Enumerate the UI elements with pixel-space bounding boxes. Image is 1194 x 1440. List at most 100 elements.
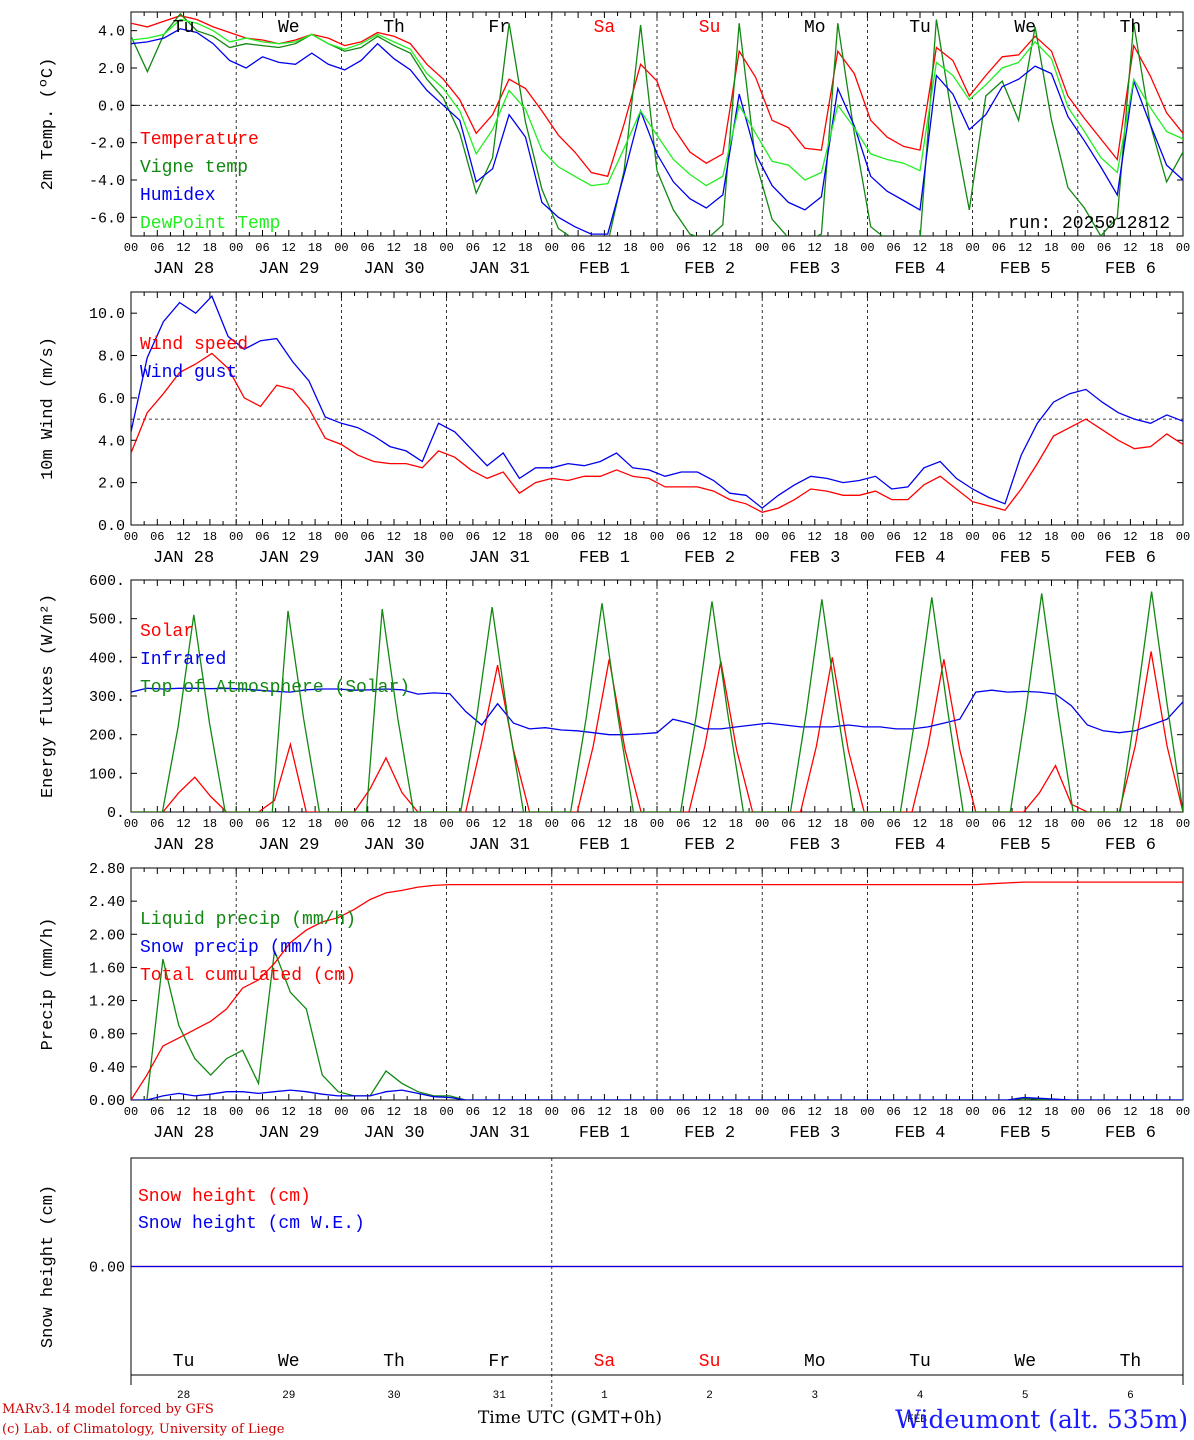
hour-label: 12	[597, 530, 611, 544]
hour-label: 00	[545, 817, 559, 831]
y-tick-label: 0.80	[89, 1027, 125, 1044]
hour-label: 18	[623, 817, 637, 831]
date-label: JAN 31	[469, 549, 530, 568]
hour-label: 12	[282, 241, 296, 255]
series-line-humidex	[131, 28, 1183, 235]
hour-label: 00	[334, 241, 348, 255]
hour-label: 18	[834, 1105, 848, 1119]
hour-label: 06	[1097, 241, 1111, 255]
hour-label: 18	[308, 817, 322, 831]
hour-label: 06	[781, 817, 795, 831]
panel-2	[130, 291, 1184, 526]
hour-label: 06	[781, 241, 795, 255]
y-tick-label: 1.60	[89, 960, 125, 977]
hour-label: 00	[1071, 241, 1085, 255]
legend-entry: Top of Atmosphere (Solar)	[140, 678, 410, 698]
hour-label: 18	[413, 241, 427, 255]
hour-label: 06	[150, 241, 164, 255]
hour-label: 12	[1123, 530, 1137, 544]
hour-label: 12	[702, 530, 716, 544]
hour-label: 12	[1018, 241, 1032, 255]
day-name-label: Tu	[173, 18, 195, 38]
hour-label: 12	[1018, 1105, 1032, 1119]
hour-label: 00	[860, 817, 874, 831]
day-name-label: We	[1014, 1352, 1036, 1372]
date-label: JAN 31	[469, 260, 530, 279]
hour-label: 18	[203, 1105, 217, 1119]
hour-label: 18	[1149, 530, 1163, 544]
day-number-label: 29	[282, 1390, 295, 1402]
legend-entry: Vigne temp	[140, 158, 248, 178]
hour-label: 00	[860, 1105, 874, 1119]
hour-label: 00	[1071, 1105, 1085, 1119]
day-number-label: 30	[387, 1390, 400, 1402]
series-line-top-of-atmosphere-solar-	[131, 591, 1183, 812]
hour-label: 06	[676, 241, 690, 255]
y-tick-label: 0.	[107, 805, 125, 822]
hour-label: 12	[808, 241, 822, 255]
hour-label: 18	[1044, 817, 1058, 831]
y-axis-label: 10m Wind (m/s)	[39, 337, 58, 480]
day-number-label: 3	[811, 1390, 818, 1402]
date-label: FEB 1	[579, 836, 630, 855]
day-name-label: We	[278, 1352, 300, 1372]
y-tick-label: 2.0	[98, 476, 125, 493]
hour-label: 18	[623, 1105, 637, 1119]
hour-label: 06	[150, 530, 164, 544]
y-tick-label: 600.	[89, 573, 125, 590]
date-label: FEB 6	[1105, 549, 1156, 568]
hour-label: 00	[229, 817, 243, 831]
date-label: FEB 3	[789, 836, 840, 855]
hour-label: 12	[702, 1105, 716, 1119]
hour-label: 12	[1123, 241, 1137, 255]
y-tick-label: 0.00	[89, 1093, 125, 1110]
day-name-label: Su	[699, 1352, 721, 1372]
legend-entry: Solar	[140, 622, 194, 642]
y-tick-label: 200.	[89, 728, 125, 745]
hour-label: 00	[1176, 817, 1190, 831]
day-name-label: Mo	[804, 1352, 826, 1372]
y-tick-label: 1.20	[89, 994, 125, 1011]
hour-label: 18	[518, 817, 532, 831]
hour-label: 06	[571, 1105, 585, 1119]
y-tick-label: 10.0	[89, 306, 125, 323]
date-label: FEB 4	[894, 836, 945, 855]
hour-label: 06	[992, 530, 1006, 544]
hour-label: 12	[492, 241, 506, 255]
hour-label: 00	[755, 1105, 769, 1119]
hour-label: 00	[439, 530, 453, 544]
station-name: Wideumont (alt. 535m)	[895, 1405, 1188, 1434]
y-tick-label: 8.0	[98, 349, 125, 366]
date-label: FEB 6	[1105, 1124, 1156, 1143]
date-label: FEB 4	[894, 260, 945, 279]
y-tick-label: 4.0	[98, 433, 125, 450]
hour-label: 06	[571, 241, 585, 255]
series-line-wind-speed	[131, 352, 1183, 513]
hour-label: 06	[781, 1105, 795, 1119]
hour-label: 06	[466, 817, 480, 831]
hour-label: 18	[1044, 1105, 1058, 1119]
y-tick-label: 300.	[89, 689, 125, 706]
hour-label: 18	[939, 1105, 953, 1119]
hour-label: 12	[387, 1105, 401, 1119]
y-tick-label: 100.	[89, 766, 125, 783]
hour-label: 18	[518, 1105, 532, 1119]
hour-label: 18	[1044, 241, 1058, 255]
hour-label: 12	[597, 241, 611, 255]
date-label: JAN 30	[363, 1124, 424, 1143]
hour-label: 00	[1071, 530, 1085, 544]
hour-label: 18	[939, 817, 953, 831]
date-label: JAN 29	[258, 549, 319, 568]
y-tick-label: 500.	[89, 612, 125, 629]
hour-label: 00	[1176, 530, 1190, 544]
legend-entry: DewPoint Temp	[140, 214, 280, 234]
hour-label: 00	[439, 817, 453, 831]
legend-entry: Snow height (cm)	[138, 1187, 311, 1207]
hour-label: 00	[755, 817, 769, 831]
date-label: JAN 28	[153, 836, 214, 855]
date-label: JAN 28	[153, 549, 214, 568]
hour-label: 06	[571, 817, 585, 831]
date-label: FEB 1	[579, 549, 630, 568]
date-label: JAN 29	[258, 1124, 319, 1143]
month-label: FEB	[907, 1414, 927, 1426]
